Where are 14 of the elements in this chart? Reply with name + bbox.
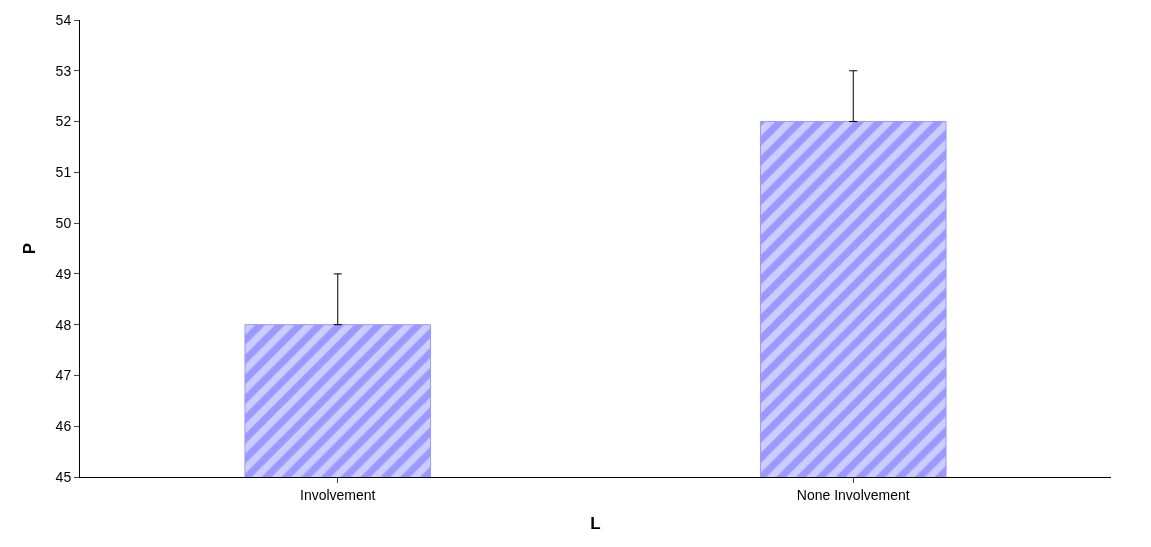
y-tick-label: 48 xyxy=(55,316,72,333)
y-tick-label: 52 xyxy=(55,113,72,130)
y-tick-label: 54 xyxy=(55,11,72,28)
x-tick-label: None Involvement xyxy=(796,486,910,503)
x-axis-title: L xyxy=(590,514,601,534)
y-tick-label: 53 xyxy=(55,62,72,79)
y-axis-title: P xyxy=(20,242,40,255)
y-tick-label: 45 xyxy=(55,468,72,485)
y-tick-label: 49 xyxy=(55,265,72,282)
y-tick-label: 50 xyxy=(55,215,72,232)
x-tick-label: Involvement xyxy=(300,486,376,503)
y-tick-label: 46 xyxy=(55,418,72,435)
y-tick-label: 51 xyxy=(55,164,72,181)
y-tick-label: 47 xyxy=(55,367,72,384)
